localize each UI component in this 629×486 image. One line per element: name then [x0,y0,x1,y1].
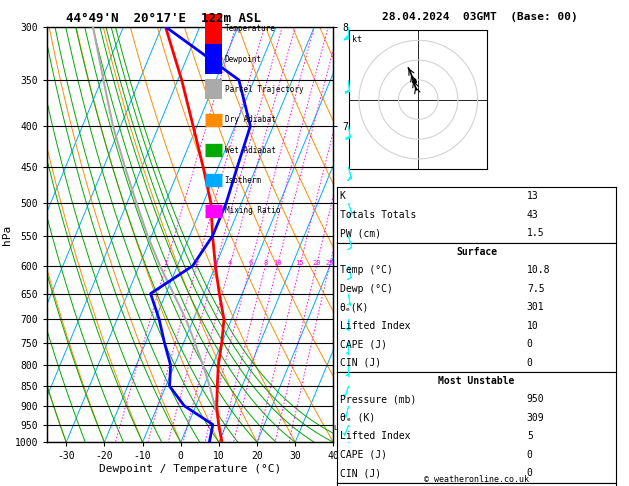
Text: Lifted Index: Lifted Index [340,321,410,330]
Text: 13: 13 [527,191,538,201]
Text: 43: 43 [527,210,538,220]
Text: Wet Adiabat: Wet Adiabat [225,146,276,155]
Text: 0: 0 [527,358,533,367]
Text: 0: 0 [527,469,533,478]
Text: © weatheronline.co.uk: © weatheronline.co.uk [424,474,529,484]
Text: Isotherm: Isotherm [225,176,262,185]
Text: Surface: Surface [456,247,497,257]
Text: 301: 301 [527,302,545,312]
Text: Parcel Trajectory: Parcel Trajectory [225,85,303,94]
Text: 8: 8 [263,260,267,266]
Text: CIN (J): CIN (J) [340,358,381,367]
Text: CIN (J): CIN (J) [340,469,381,478]
Text: 1.5: 1.5 [527,228,545,238]
Text: 25: 25 [325,260,333,266]
Text: Lifted Index: Lifted Index [340,432,410,441]
Text: Dewpoint: Dewpoint [225,54,262,64]
Text: 3: 3 [213,260,218,266]
Text: K: K [340,191,345,201]
Text: 0: 0 [527,450,533,460]
Y-axis label: km
ASL: km ASL [356,235,374,256]
Text: PW (cm): PW (cm) [340,228,381,238]
Text: 7.5: 7.5 [527,284,545,294]
Text: Dry Adiabat: Dry Adiabat [225,115,276,124]
Text: Most Unstable: Most Unstable [438,376,515,386]
Text: Mixing Ratio: Mixing Ratio [225,207,280,215]
Text: 950: 950 [527,395,545,404]
Text: kt: kt [352,35,362,44]
Text: 20: 20 [312,260,321,266]
Text: θₑ(K): θₑ(K) [340,302,369,312]
Text: 10.8: 10.8 [527,265,550,275]
Text: 4: 4 [228,260,232,266]
Text: CAPE (J): CAPE (J) [340,339,387,349]
Text: θₑ (K): θₑ (K) [340,413,375,423]
Text: 15: 15 [296,260,304,266]
Text: 10: 10 [527,321,538,330]
Text: 5: 5 [527,432,533,441]
Text: 2: 2 [194,260,199,266]
Text: 10: 10 [273,260,282,266]
Text: 309: 309 [527,413,545,423]
Text: CAPE (J): CAPE (J) [340,450,387,460]
Text: 1: 1 [164,260,168,266]
X-axis label: Dewpoint / Temperature (°C): Dewpoint / Temperature (°C) [99,464,281,474]
Y-axis label: hPa: hPa [2,225,12,244]
Text: Dewp (°C): Dewp (°C) [340,284,392,294]
Text: 44°49'N  20°17'E  122m ASL: 44°49'N 20°17'E 122m ASL [66,12,261,25]
Text: LCL: LCL [333,425,347,431]
Text: 28.04.2024  03GMT  (Base: 00): 28.04.2024 03GMT (Base: 00) [382,12,577,22]
Text: Totals Totals: Totals Totals [340,210,416,220]
Text: Temperature: Temperature [225,24,276,34]
Text: Pressure (mb): Pressure (mb) [340,395,416,404]
Text: 0: 0 [527,339,533,349]
Text: 6: 6 [248,260,252,266]
Text: Temp (°C): Temp (°C) [340,265,392,275]
